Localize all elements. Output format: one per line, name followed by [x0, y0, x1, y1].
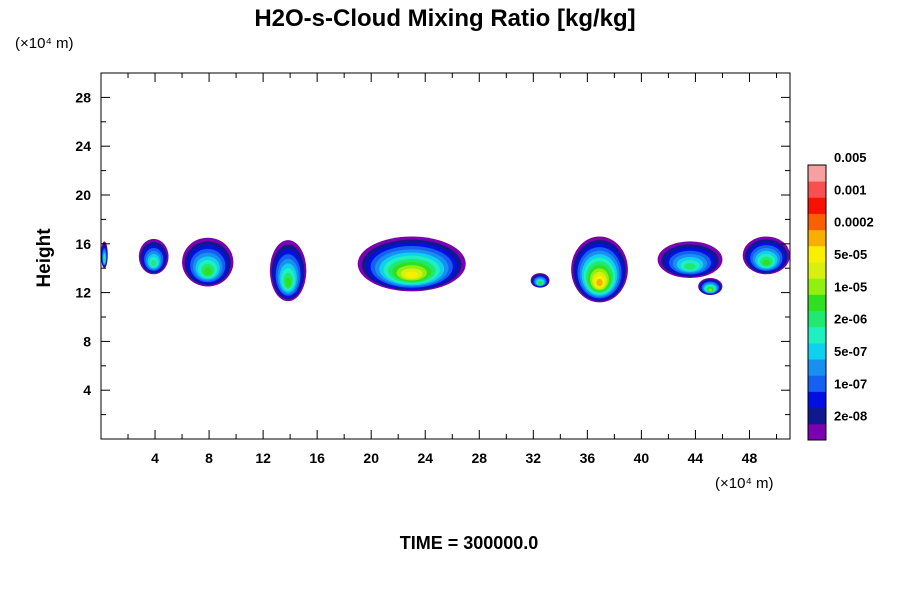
cloud-4 — [269, 240, 307, 302]
colorbar-legend: 2e-08 1e-07 5e-07 2e-06 1e-05 5e-05 0.0002 0.00… — [807, 150, 874, 441]
y-tick-label: 16 — [75, 236, 91, 252]
cloud-8-level-7 — [684, 263, 696, 270]
y-axis-label: Height — [34, 228, 55, 288]
colorbar-swatch — [808, 342, 826, 360]
y-axis-unit: (×10⁴ m) — [15, 35, 74, 52]
x-tick-label: 16 — [309, 450, 325, 466]
colorbar-label: 5e-05 — [834, 247, 867, 262]
x-axis-unit: (×10⁴ m) — [715, 475, 774, 492]
colorbar-label: 0.001 — [834, 182, 867, 197]
colorbar-swatch — [808, 310, 826, 328]
y-tick-label: 12 — [75, 285, 91, 301]
cloud-7 — [571, 236, 628, 303]
cloud-field — [101, 236, 790, 303]
colorbar-swatch — [808, 245, 826, 263]
colorbar-swatch — [808, 278, 826, 295]
colorbar-label: 0.0002 — [834, 215, 874, 230]
x-tick-label: 36 — [580, 450, 596, 466]
y-tick-label: 24 — [75, 138, 91, 154]
y-tick-label: 8 — [83, 333, 91, 349]
x-tick-label: 48 — [742, 450, 758, 466]
colorbar-swatch — [808, 359, 826, 376]
cloud-5-level-11 — [405, 271, 419, 279]
colorbar-swatch — [808, 423, 826, 441]
cloud-5 — [357, 236, 466, 292]
y-axis: 4 8 12 16 20 24 28 — [75, 89, 790, 416]
cloud-3-level-8 — [203, 267, 212, 276]
cloud-3 — [182, 237, 234, 287]
x-tick-label: 40 — [634, 450, 650, 466]
x-tick-label: 44 — [688, 450, 704, 466]
cloud-1-level-7 — [103, 257, 106, 263]
y-tick-label: 4 — [83, 382, 91, 398]
plot-frame — [100, 72, 791, 440]
cloud-6 — [530, 273, 550, 288]
cloud-9 — [698, 277, 723, 296]
colorbar-swatch — [808, 181, 826, 198]
x-tick-label: 24 — [417, 450, 433, 466]
cloud-2-level-7 — [151, 260, 157, 267]
x-tick-label: 12 — [255, 450, 271, 466]
x-axis: 4 8 12 16 20 24 28 32 36 40 44 48 — [127, 73, 777, 466]
chart-title: H2O-s-Cloud Mixing Ratio [kg/kg] — [254, 5, 635, 32]
cloud-9-level-9 — [708, 288, 713, 292]
cloud-10 — [742, 236, 790, 275]
colorbar-swatch — [808, 197, 826, 214]
y-tick-label: 28 — [75, 89, 91, 105]
cloud-10-level-8 — [762, 259, 771, 266]
cloud-6-level-8 — [538, 282, 542, 285]
colorbar-swatch — [808, 391, 826, 409]
cloud-8 — [657, 241, 723, 278]
x-tick-label: 28 — [471, 450, 487, 466]
colorbar-swatch — [808, 407, 826, 425]
x-tick-label: 4 — [151, 450, 159, 466]
time-label: TIME = 300000.0 — [400, 533, 539, 553]
colorbar-swatch — [808, 213, 826, 231]
y-tick-label: 20 — [75, 187, 91, 203]
x-tick-label: 20 — [363, 450, 379, 466]
x-tick-label: 8 — [205, 450, 213, 466]
cloud-2 — [138, 238, 169, 275]
colorbar-label: 1e-05 — [834, 279, 867, 294]
colorbar-label: 5e-07 — [834, 344, 867, 359]
cloud-7-level-12 — [596, 278, 603, 287]
cloud-4-level-8 — [285, 277, 291, 288]
cloud-1 — [101, 241, 108, 269]
x-tick-label: 32 — [526, 450, 542, 466]
colorbar-label: 1e-07 — [834, 376, 867, 391]
colorbar-frame — [807, 164, 827, 441]
colorbar-swatch — [808, 375, 826, 392]
colorbar-label: 2e-08 — [834, 409, 867, 424]
colorbar-swatch — [808, 165, 826, 182]
colorbar-swatch — [808, 326, 826, 344]
colorbar-label: 0.005 — [834, 150, 867, 165]
colorbar-swatch — [808, 229, 826, 247]
colorbar-label: 2e-06 — [834, 312, 867, 327]
colorbar-swatch — [808, 262, 826, 279]
colorbar-swatch — [808, 294, 826, 311]
